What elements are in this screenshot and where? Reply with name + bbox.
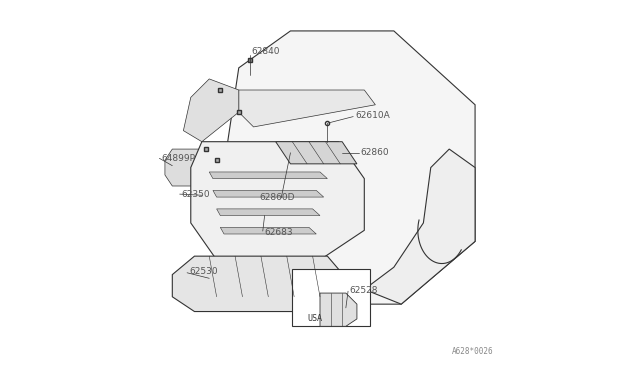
- Polygon shape: [364, 149, 475, 304]
- Polygon shape: [320, 293, 357, 326]
- Text: 62528: 62528: [349, 286, 378, 295]
- Text: A628*0026: A628*0026: [452, 347, 493, 356]
- Text: 62683: 62683: [264, 228, 293, 237]
- Polygon shape: [209, 172, 328, 179]
- Text: 64899P: 64899P: [161, 154, 195, 163]
- Polygon shape: [228, 31, 475, 304]
- Text: 62860D: 62860D: [259, 193, 294, 202]
- Polygon shape: [191, 142, 364, 260]
- Polygon shape: [216, 209, 320, 215]
- Text: 62530: 62530: [189, 267, 218, 276]
- Polygon shape: [239, 90, 376, 127]
- FancyBboxPatch shape: [292, 269, 370, 326]
- Text: 62350: 62350: [182, 190, 210, 199]
- Text: 62610A: 62610A: [355, 111, 390, 121]
- Polygon shape: [276, 142, 357, 164]
- Polygon shape: [172, 256, 349, 311]
- Polygon shape: [184, 79, 239, 142]
- Polygon shape: [213, 190, 324, 197]
- Text: 62860: 62860: [360, 148, 389, 157]
- Text: 62840: 62840: [252, 47, 280, 56]
- Text: USA: USA: [307, 314, 322, 323]
- Polygon shape: [165, 149, 216, 186]
- Polygon shape: [220, 227, 316, 234]
